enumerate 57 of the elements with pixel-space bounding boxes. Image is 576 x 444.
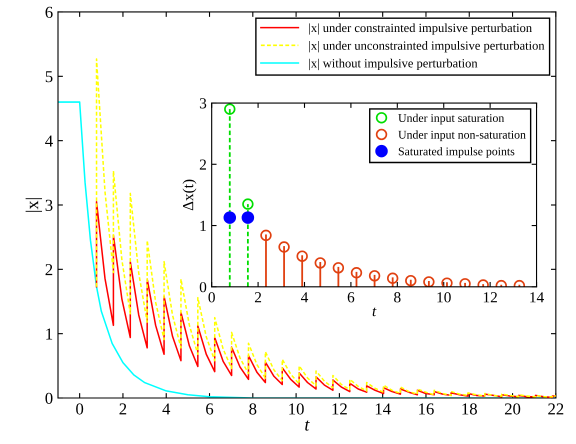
- point: [224, 211, 236, 224]
- y-axis-title: |x|: [26, 198, 42, 212]
- x-tick-label: 10: [289, 403, 304, 415]
- point: [459, 278, 471, 287]
- y-tick-label: 6: [46, 6, 53, 18]
- x-tick-label: 0: [76, 403, 84, 415]
- x-tick-label: 8: [394, 292, 401, 302]
- point: [224, 103, 236, 115]
- y-tick-label: 2: [46, 264, 52, 276]
- y-tick-label: 1: [200, 220, 206, 231]
- x-tick-label: 2: [254, 292, 262, 302]
- legend-label: Saturated impulse points: [398, 147, 514, 158]
- point: [368, 270, 380, 282]
- legend-label: |x| under constrainted impulsive perturbation: [309, 23, 532, 35]
- point: [350, 267, 362, 278]
- x-tick-label: 12: [484, 292, 497, 302]
- x-tick-label: 22: [548, 403, 564, 414]
- y-axis-title: Δx(t): [182, 180, 196, 210]
- x-tick-label: 14: [530, 292, 544, 302]
- x-tick-label: 16: [419, 403, 434, 415]
- point: [386, 272, 398, 284]
- y-tick-label: 3: [200, 98, 206, 108]
- line-series: [96, 58, 556, 398]
- y-tick-label: 0: [45, 392, 53, 404]
- legend-label: Under input non-saturation: [398, 130, 526, 142]
- point: [296, 250, 308, 262]
- y-tick-label: 4: [45, 135, 53, 146]
- x-axis-title: t: [305, 420, 310, 431]
- x-tick-label: 12: [332, 403, 347, 414]
- point: [242, 198, 254, 210]
- point: [278, 241, 290, 253]
- x-tick-label: 18: [462, 403, 477, 415]
- y-tick-label: 3: [46, 200, 52, 211]
- y-tick-label: 0: [200, 282, 206, 292]
- x-tick-label: 10: [437, 292, 451, 302]
- x-tick-label: 8: [249, 403, 256, 415]
- point: [441, 277, 453, 287]
- x-tick-label: 4: [162, 403, 170, 414]
- x-tick-label: 4: [300, 292, 308, 302]
- x-tick-label: 20: [504, 403, 520, 415]
- point: [260, 230, 272, 242]
- point: [242, 211, 254, 224]
- y-tick-label: 1: [46, 328, 52, 340]
- legend-label: |x| under unconstrainted impulsive perturbation: [309, 41, 544, 52]
- legend-label: Under input saturation: [398, 114, 504, 124]
- legend-label: |x| without impulsive perturbation: [309, 58, 478, 70]
- y-tick-label: 5: [46, 71, 52, 82]
- x-tick-label: 2: [120, 403, 126, 414]
- point: [423, 276, 435, 287]
- x-tick-label: 0: [208, 292, 215, 302]
- x-tick-label: 6: [348, 292, 354, 302]
- point: [405, 275, 416, 286]
- x-axis-title: t: [372, 308, 377, 316]
- point: [314, 257, 326, 269]
- y-tick-label: 2: [200, 159, 206, 170]
- x-tick-label: 14: [376, 403, 391, 414]
- point: [332, 262, 344, 274]
